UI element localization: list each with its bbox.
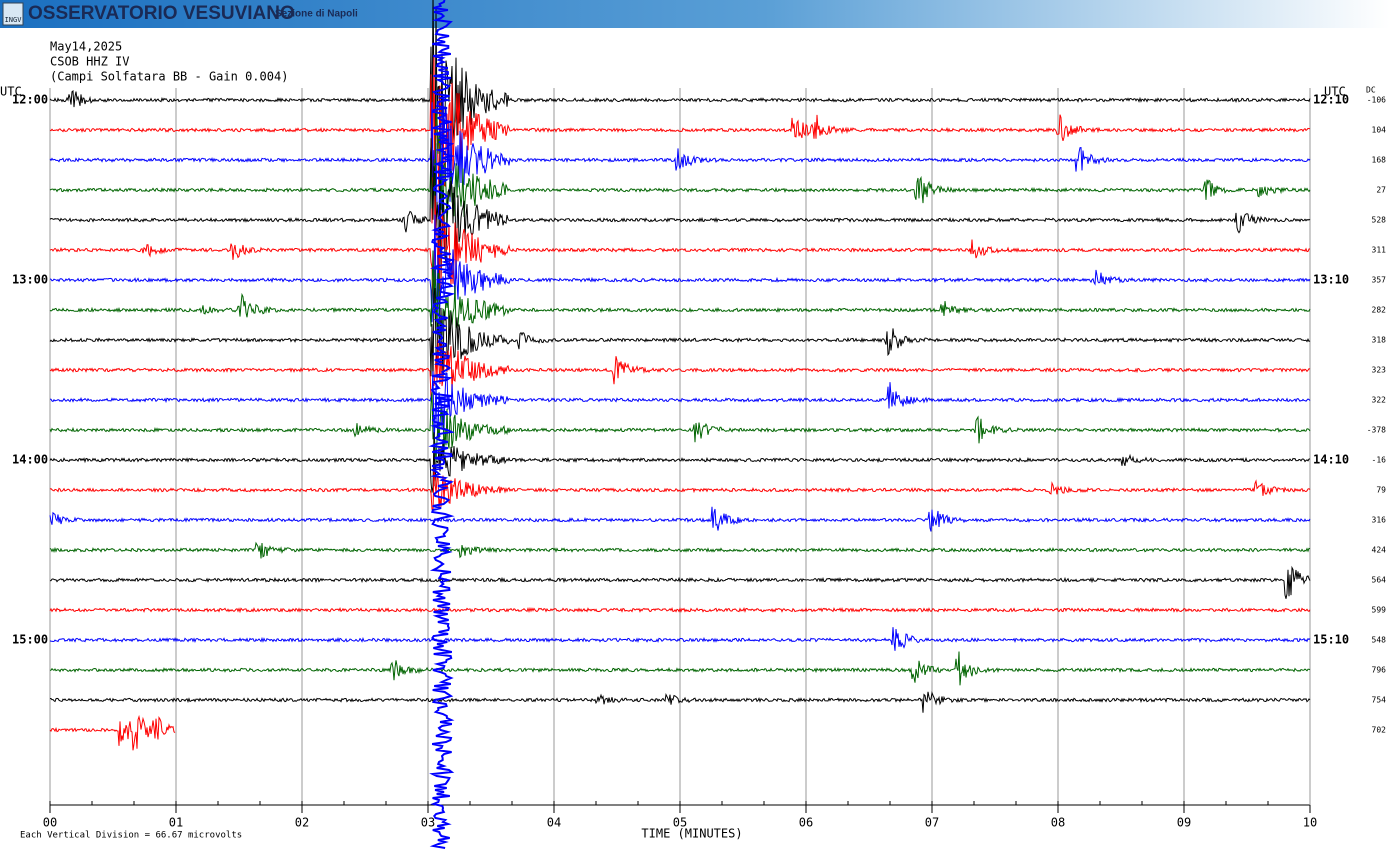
dc-value: 754 [1372,696,1387,705]
right-time-label: 12:10 [1313,93,1349,107]
trace [49,214,1311,324]
trace [49,690,1311,713]
dc-value: -106 [1367,96,1386,105]
event-streak [428,0,456,849]
x-tick-label: 01 [169,816,183,830]
right-time-label: 13:10 [1313,273,1349,287]
trace [49,0,1311,179]
header-title: OSSERVATORIO VESUVIANO [28,3,295,24]
dc-value: 168 [1372,156,1387,165]
left-unit: UTC [0,85,22,99]
right-time-label: 15:10 [1313,633,1349,647]
trace [49,111,1311,238]
right-unit: UTC [1324,85,1346,99]
trace [49,468,1311,512]
dc-value: 702 [1372,726,1387,735]
header-bar [0,0,1390,28]
dc-value: 27 [1376,186,1386,195]
x-tick-label: 00 [43,816,57,830]
dc-value: 599 [1372,606,1387,615]
dc-value: 311 [1372,246,1387,255]
x-tick-label: 08 [1051,816,1065,830]
header-subtitle: Sezione di Napoli [275,9,358,20]
dc-value: 424 [1372,546,1387,555]
dc-value: 564 [1372,576,1387,585]
left-time-label: 14:00 [12,453,48,467]
trace [49,340,1311,399]
dc-value: 357 [1372,276,1387,285]
trace [49,56,1311,224]
left-time-label: 13:00 [12,273,48,287]
footnote: Each Vertical Division = 66.67 microvolt… [20,831,242,841]
description: (Campi Solfatara BB - Gain 0.004) [50,70,288,84]
dc-value: -378 [1367,426,1386,435]
trace [49,606,1311,614]
x-tick-label: 10 [1303,816,1317,830]
trace [49,287,1311,381]
right-time-label: 14:10 [1313,453,1349,467]
dc-value: -16 [1372,456,1387,465]
logo-box [2,2,24,26]
x-tick-label: 09 [1177,816,1191,830]
trace [49,565,1311,599]
trace [49,195,1311,306]
dc-value: 796 [1372,666,1387,675]
trace [49,506,1311,532]
dc-label: DC [1366,86,1376,95]
x-tick-label: 02 [295,816,309,830]
x-tick-label: 05 [673,816,687,830]
trace [49,541,1311,559]
dc-value: 104 [1372,126,1387,135]
date: May14,2025 [50,40,122,54]
dc-value: 323 [1372,366,1387,375]
trace [49,714,176,751]
trace [49,432,1311,493]
x-tick-label: 04 [547,816,561,830]
trace [49,371,1311,443]
trace [49,392,1311,464]
trace [49,138,1311,285]
x-tick-label: 07 [925,816,939,830]
dc-value: 548 [1372,636,1387,645]
logo: INGV [5,16,23,24]
dc-value: 316 [1372,516,1387,525]
dc-value: 282 [1372,306,1387,315]
x-axis-label: TIME (MINUTES) [641,827,742,841]
station: CSOB HHZ IV [50,55,129,69]
dc-value: 322 [1372,396,1387,405]
dc-value: 528 [1372,216,1387,225]
trace [49,627,1311,651]
left-time-label: 12:00 [12,93,48,107]
dc-value: 79 [1376,486,1386,495]
x-tick-label: 03 [421,816,435,830]
trace [49,651,1311,686]
dc-value: 318 [1372,336,1387,345]
left-time-label: 15:00 [12,633,48,647]
trace [49,96,1311,228]
trace [49,250,1311,357]
x-tick-label: 06 [799,816,813,830]
